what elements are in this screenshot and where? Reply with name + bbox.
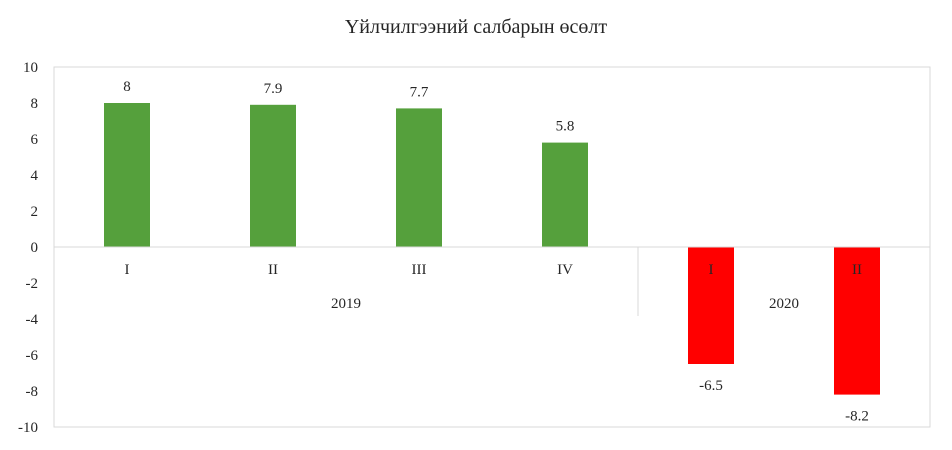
x-tick-label: II xyxy=(268,262,278,278)
data-label: -8.2 xyxy=(845,409,869,425)
bar xyxy=(250,104,296,247)
bar xyxy=(542,142,588,247)
x-group-label: 2020 xyxy=(769,296,799,312)
bar xyxy=(104,103,150,247)
y-tick-label: 8 xyxy=(31,96,39,112)
x-tick-label: III xyxy=(412,262,427,278)
x-group-label: 2019 xyxy=(331,296,361,312)
y-tick-label: -6 xyxy=(26,348,39,364)
data-label: 8 xyxy=(123,79,131,95)
x-tick-label: II xyxy=(852,262,862,278)
bar xyxy=(396,108,442,248)
x-tick-label: I xyxy=(709,262,714,278)
x-tick-label: IV xyxy=(557,262,573,278)
y-tick-label: -4 xyxy=(26,312,39,328)
y-tick-label: 6 xyxy=(31,132,39,148)
y-tick-label: 2 xyxy=(31,204,39,220)
chart-title: Үйлчилгээний салбарын өсөлт xyxy=(344,16,608,38)
y-tick-label: -2 xyxy=(26,276,39,292)
y-tick-label: -10 xyxy=(18,420,38,436)
y-tick-label: 0 xyxy=(31,240,39,256)
bar xyxy=(834,247,880,395)
bar xyxy=(688,247,734,364)
x-tick-label: I xyxy=(125,262,130,278)
data-label: -6.5 xyxy=(699,378,723,394)
data-label: 7.7 xyxy=(410,84,429,100)
y-tick-label: 4 xyxy=(31,168,39,184)
data-label: 5.8 xyxy=(556,119,575,135)
y-tick-label: 10 xyxy=(23,60,38,76)
data-label: 7.9 xyxy=(264,81,283,97)
y-tick-label: -8 xyxy=(26,384,39,400)
